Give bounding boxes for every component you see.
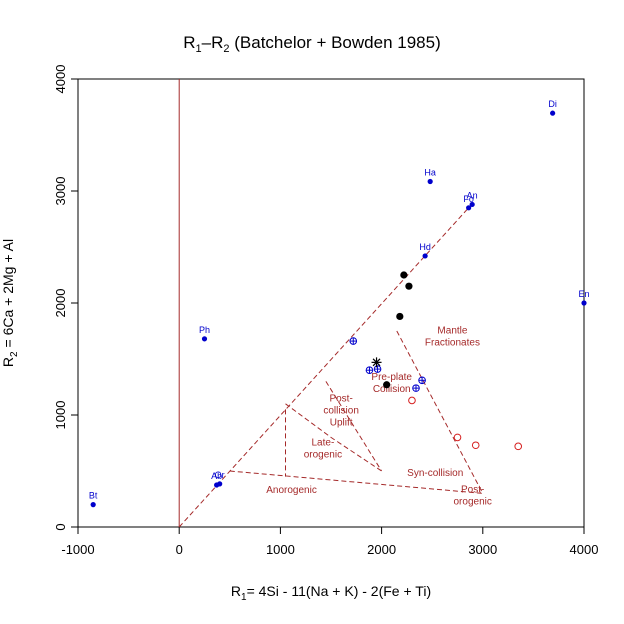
pre-plate-collision-boundary: [396, 330, 484, 494]
mineral-dot: [466, 205, 472, 211]
mineral-dot: [90, 502, 96, 508]
x-tick-label: 1000: [266, 542, 295, 557]
x-axis-label: R1= 4Si - 11(Na + K) - 2(Fe + Ti): [231, 583, 431, 603]
mineral-dot: [581, 300, 587, 306]
title-rest: (Batchelor + Bowden 1985): [230, 33, 441, 52]
field-label: Collision: [373, 384, 411, 395]
mineral-dot: [427, 178, 433, 185]
field-label: Fractionates: [425, 337, 480, 348]
y-tick-label: 2000: [53, 289, 68, 318]
sample-asterisk: [371, 357, 382, 368]
x-tick-label: -1000: [61, 542, 94, 557]
mineral-point-or: Or: [215, 470, 225, 487]
field-label: Pre-plate: [371, 372, 412, 383]
asterisk-d2: [372, 358, 381, 367]
xlabel-subscript: 1: [241, 592, 247, 603]
mineral-label: Fo: [463, 194, 474, 204]
mineral-label: Ab: [211, 471, 222, 481]
x-tick-label: 3000: [468, 542, 497, 557]
mineral-label: Hd: [419, 242, 431, 252]
field-label: Uplift: [330, 417, 353, 428]
sample-circle-plus: [365, 366, 374, 375]
y-axis-label: R2 = 6Ca + 2Mg + Al: [0, 239, 20, 367]
x-tick-label: 2000: [367, 542, 396, 557]
sample-open-circle: [408, 396, 416, 405]
field-label-group: Late-orogenic: [304, 437, 342, 460]
xlabel-prefix: R: [231, 583, 241, 599]
field-label-group: Syn-collision: [407, 468, 463, 479]
y-tick-label: 4000: [53, 65, 68, 94]
mineral-point-an: An: [467, 190, 478, 208]
ylabel-subscript: 2: [9, 351, 20, 357]
field-boundaries: [178, 207, 484, 528]
mineral-label: Bt: [89, 491, 98, 501]
field-label-group: Anorogenic: [266, 485, 317, 496]
mineral-point-bt: Bt: [89, 491, 98, 508]
y-tick-label: 3000: [53, 177, 68, 206]
mineral-label: En: [578, 289, 589, 299]
field-label: Late-: [312, 437, 335, 448]
field-label-group: Post-orogenic: [454, 485, 492, 508]
title-r1-subscript: 1: [196, 43, 202, 55]
field-label: orogenic: [454, 497, 492, 508]
anorogenic-boundary: [229, 470, 483, 494]
late-orogenic-boundary: [285, 403, 382, 472]
mineral-dot: [469, 201, 475, 208]
field-label: collision: [323, 405, 359, 416]
mineral-point-en: En: [578, 289, 590, 306]
mineral-point-di: Di: [548, 99, 557, 116]
ylabel-rest: = 6Ca + 2Mg + Al: [0, 239, 16, 351]
sample-circle-plus: [412, 384, 420, 392]
mineral-dot: [217, 481, 223, 487]
field-label: Syn-collision: [407, 468, 463, 479]
xlabel-rest: = 4Si - 11(Na + K) - 2(Fe + Ti): [247, 583, 432, 599]
mineral-point-hd: Hd: [419, 242, 431, 259]
field-label: Post-: [461, 485, 484, 496]
sample-filled-circle: [400, 271, 408, 279]
y-tick-label: 0: [53, 523, 68, 530]
mineral-point-ph: Ph: [199, 325, 210, 342]
ylabel-prefix: R: [0, 357, 16, 367]
mineral-dot: [550, 110, 556, 116]
y-axis: 0 1000 2000 3000 4000: [53, 65, 78, 531]
title-r1-prefix: R: [183, 33, 195, 52]
mineral-point-fo: Fo: [463, 194, 474, 211]
post-collision-boundary: [325, 381, 383, 472]
mineral-label: An: [467, 190, 478, 200]
mineral-dot: [422, 253, 428, 259]
field-label: orogenic: [304, 449, 342, 460]
mineral-point-ha: Ha: [424, 167, 436, 185]
sample-open-circle: [514, 442, 523, 451]
sample-open-circle: [471, 441, 480, 450]
x-tick-label: 4000: [570, 542, 599, 557]
mineral-dot: [201, 336, 208, 342]
mineral-label: Or: [215, 470, 225, 480]
x-axis: -1000 0 1000 2000 3000 4000: [61, 527, 598, 557]
sample-open-circle: [453, 433, 462, 442]
sample-circle-plus: [349, 337, 358, 345]
mineral-label: Di: [548, 99, 557, 109]
sample-circle-plus: [418, 376, 426, 385]
mineral-label: Ph: [199, 325, 210, 335]
title-r2-subscript: 2: [223, 43, 229, 55]
mineral-label: Ha: [424, 167, 436, 177]
sample-points: [349, 271, 523, 451]
sample-filled-circle: [405, 282, 413, 290]
sample-circle-plus: [373, 365, 382, 373]
sample-filled-circle: [396, 312, 404, 321]
sample-filled-circle: [383, 381, 391, 389]
y-tick-label: 1000: [53, 401, 68, 430]
field-label: Post-: [329, 393, 352, 404]
field-label: Mantle: [437, 325, 467, 336]
title-separator: –R: [202, 33, 224, 52]
chart-title: R1–R2 (Batchelor + Bowden 1985): [183, 33, 440, 55]
field-label: Anorogenic: [266, 485, 317, 496]
x-tick-label: 0: [176, 542, 183, 557]
